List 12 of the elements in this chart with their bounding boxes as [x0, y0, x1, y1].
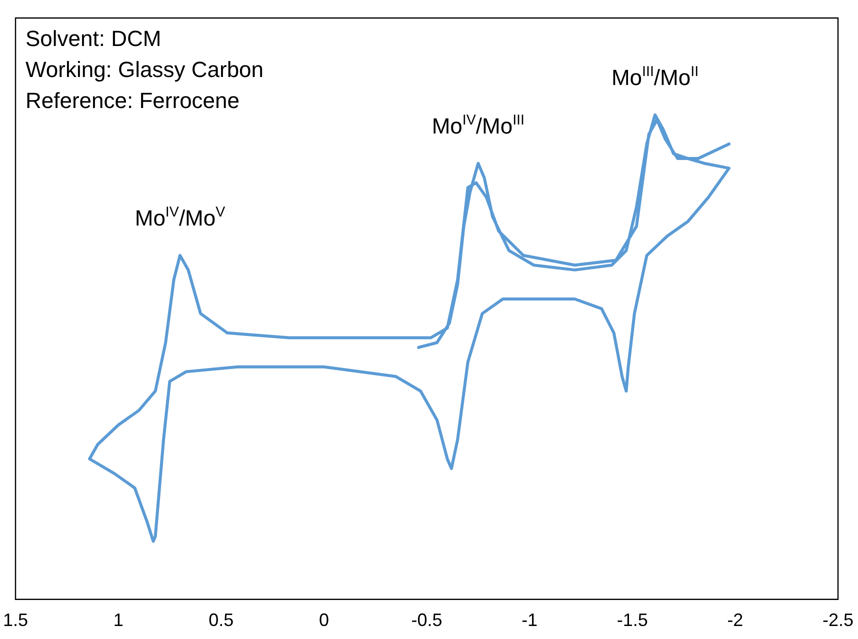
- x-tick-label: -1.5: [616, 610, 648, 630]
- x-tick-label: 1: [113, 610, 124, 630]
- x-tick-label: 1.5: [2, 610, 28, 630]
- x-tick-label: -1: [522, 610, 538, 630]
- x-tick-label: -0.5: [411, 610, 442, 630]
- x-tick-label: -2: [727, 610, 744, 630]
- x-tick-label: -2.5: [822, 610, 854, 630]
- x-tick-label: 0: [318, 610, 329, 630]
- text: Reference: Ferrocene: [26, 88, 240, 113]
- text: Solvent: DCM: [26, 26, 162, 51]
- text: Working: Glassy Carbon: [26, 57, 264, 82]
- x-tick-label: 0.5: [208, 610, 234, 630]
